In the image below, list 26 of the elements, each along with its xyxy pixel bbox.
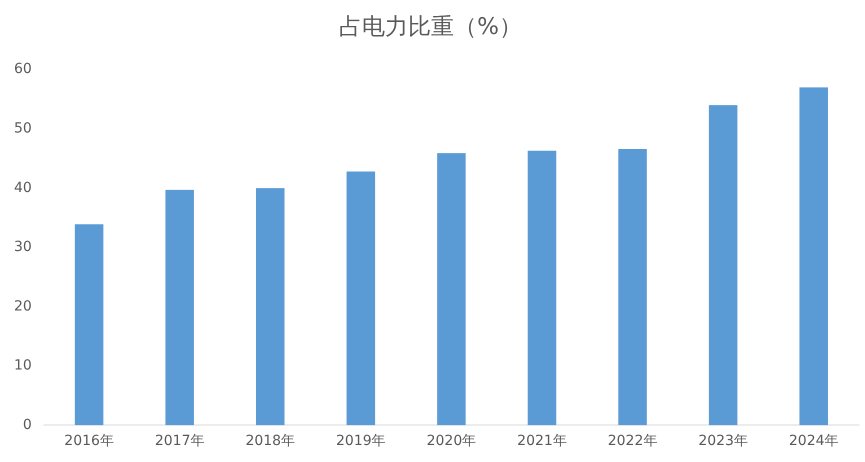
y-tick-label: 60 (14, 61, 32, 78)
x-tick-label: 2019年 (336, 433, 386, 450)
x-tick-label: 2017年 (154, 433, 204, 450)
y-tick-label: 40 (14, 180, 32, 196)
bar (708, 105, 738, 426)
x-tick-label: 2016年 (64, 433, 114, 450)
x-tick-label: 2023年 (698, 433, 748, 450)
x-tick-label: 2020年 (426, 433, 476, 450)
bar (799, 87, 828, 426)
y-tick-label: 50 (14, 120, 32, 137)
bar (346, 172, 376, 426)
x-tick-label: 2022年 (608, 433, 658, 450)
bar (437, 153, 466, 426)
bar (256, 188, 285, 426)
bar (74, 224, 104, 426)
bar (165, 190, 194, 426)
chart-title: 占电力比重（%） (339, 14, 522, 40)
y-tick-label: 0 (22, 416, 32, 433)
y-tick-label: 20 (14, 298, 32, 314)
x-tick-label: 2021年 (517, 433, 567, 450)
bar (618, 149, 647, 426)
y-tick-label: 10 (14, 358, 32, 374)
bar (528, 150, 556, 426)
y-tick-label: 30 (14, 239, 32, 256)
x-tick-label: 2018年 (245, 433, 296, 450)
x-tick-label: 2024年 (788, 433, 839, 450)
